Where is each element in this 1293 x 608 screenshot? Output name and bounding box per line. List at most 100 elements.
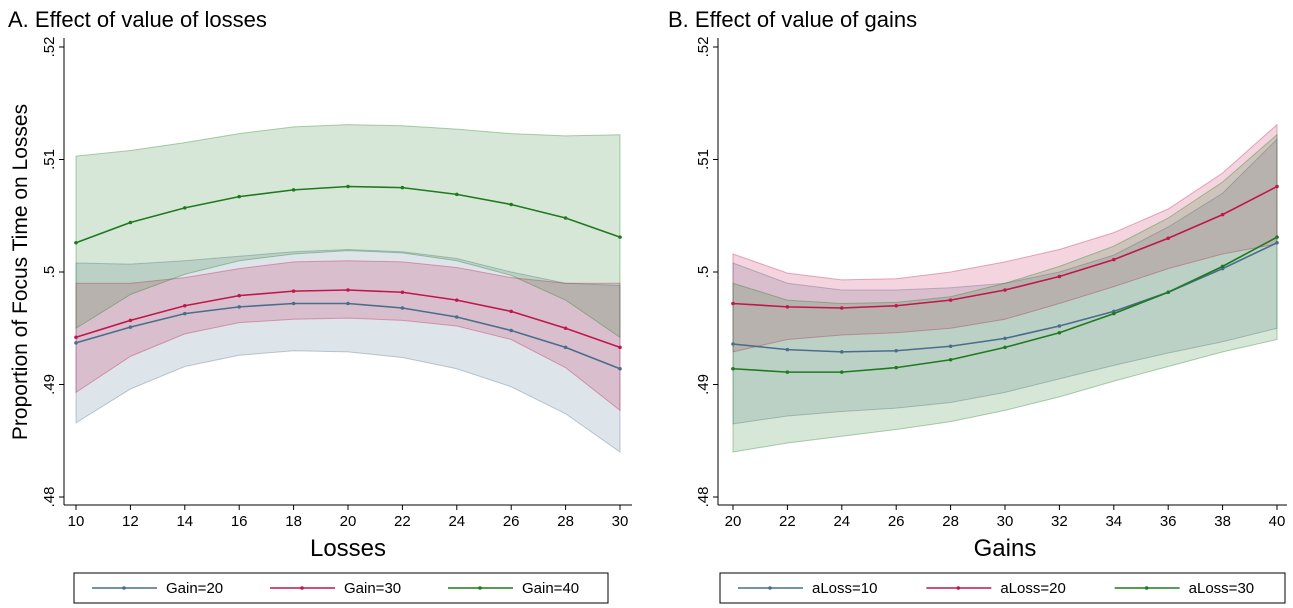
point xyxy=(563,326,568,331)
point xyxy=(1112,257,1116,262)
point xyxy=(455,315,459,319)
legend-box xyxy=(73,572,609,604)
x-tick-label: 22 xyxy=(779,513,796,530)
point xyxy=(74,335,78,340)
y-tick-label: .48 xyxy=(41,487,58,508)
point xyxy=(948,298,953,302)
point xyxy=(894,348,898,353)
legend-label: Gain=40 xyxy=(522,580,579,597)
x-tick-label: 24 xyxy=(448,513,465,530)
x-tick-label: 40 xyxy=(1269,513,1286,530)
y-tick-label: .48 xyxy=(695,487,712,508)
y-tick-label: .5 xyxy=(41,266,58,279)
point xyxy=(509,309,513,314)
point xyxy=(237,194,241,199)
point xyxy=(1275,240,1279,245)
x-axis-label: Gains xyxy=(974,535,1037,562)
point xyxy=(618,345,622,350)
legend-marker xyxy=(956,586,961,590)
x-tick-label: 32 xyxy=(1051,513,1068,530)
x-tick-label: 34 xyxy=(1105,513,1122,530)
point xyxy=(346,184,350,189)
confidence-band xyxy=(732,133,1278,453)
point xyxy=(183,303,187,308)
x-tick-label: 14 xyxy=(176,513,193,530)
x-tick-label: 20 xyxy=(725,513,742,530)
point xyxy=(237,305,241,309)
x-tick-label: 24 xyxy=(833,513,850,530)
chart-title: B. Effect of value of gains xyxy=(668,7,917,32)
point xyxy=(346,288,350,292)
x-tick-label: 30 xyxy=(612,513,629,530)
point xyxy=(1003,288,1007,292)
point xyxy=(346,301,350,306)
point xyxy=(731,366,735,371)
point xyxy=(128,318,133,323)
legend-label: Gain=30 xyxy=(344,580,401,597)
point xyxy=(291,301,296,306)
point xyxy=(894,365,898,370)
point xyxy=(785,305,790,309)
point xyxy=(291,188,296,192)
point xyxy=(1220,212,1225,217)
point xyxy=(509,202,513,207)
chart-title: A. Effect of value of losses xyxy=(8,7,267,32)
point xyxy=(1166,236,1170,241)
point xyxy=(1112,311,1116,316)
y-tick-label: .52 xyxy=(41,37,58,58)
y-axis-label: Proportion of Focus Time on Losses xyxy=(9,104,32,440)
point xyxy=(291,289,296,293)
point xyxy=(1220,264,1225,269)
legend-marker xyxy=(478,586,482,590)
point xyxy=(74,341,78,345)
legend-marker xyxy=(768,586,772,590)
point xyxy=(1057,330,1062,335)
x-tick-label: 18 xyxy=(285,513,302,530)
y-tick-label: .5 xyxy=(695,266,712,279)
point xyxy=(1166,290,1170,295)
y-tick-label: .51 xyxy=(695,149,712,170)
legend-box xyxy=(719,572,1286,604)
point xyxy=(455,192,459,197)
point xyxy=(400,290,405,295)
x-tick-label: 10 xyxy=(68,513,85,530)
legend-label: aLoss=10 xyxy=(812,580,877,597)
x-axis-label: Losses xyxy=(310,535,386,562)
legend-marker xyxy=(300,586,304,590)
legend-label: Gain=20 xyxy=(166,580,223,597)
legend-marker xyxy=(122,586,126,590)
point xyxy=(731,342,735,346)
point xyxy=(948,344,953,349)
point xyxy=(1275,235,1279,239)
x-tick-label: 30 xyxy=(997,513,1014,530)
point xyxy=(1057,274,1062,279)
point xyxy=(840,306,844,310)
point xyxy=(183,206,187,210)
point xyxy=(618,366,622,371)
x-tick-label: 26 xyxy=(503,513,520,530)
y-tick-label: .49 xyxy=(695,374,712,395)
x-tick-label: 20 xyxy=(340,513,357,530)
point xyxy=(1057,324,1062,328)
legend-label: aLoss=30 xyxy=(1189,580,1254,597)
x-tick-label: 22 xyxy=(394,513,411,530)
y-tick-label: .52 xyxy=(695,37,712,58)
confidence-band xyxy=(75,124,621,339)
point xyxy=(618,235,622,239)
point xyxy=(128,325,133,329)
point xyxy=(1003,336,1007,341)
legend-label: aLoss=20 xyxy=(1000,580,1065,597)
x-tick-label: 12 xyxy=(122,513,139,530)
y-tick-label: .49 xyxy=(41,374,58,395)
x-tick-label: 16 xyxy=(231,513,248,530)
point xyxy=(731,301,735,306)
point xyxy=(455,298,459,302)
point xyxy=(1003,345,1007,350)
point xyxy=(948,357,953,362)
point xyxy=(563,216,568,220)
point xyxy=(74,240,78,245)
point xyxy=(509,328,513,333)
point xyxy=(237,293,241,298)
y-tick-label: .51 xyxy=(41,149,58,170)
